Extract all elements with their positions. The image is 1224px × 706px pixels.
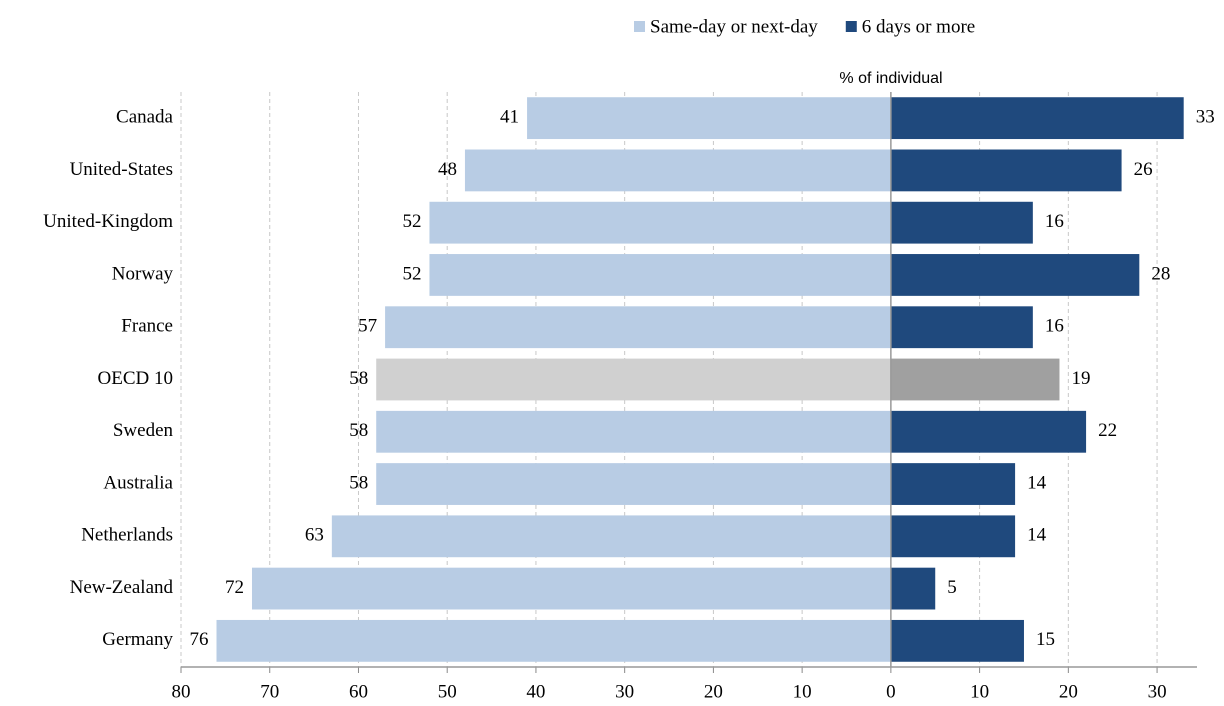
legend-label: 6 days or more xyxy=(862,16,975,37)
category-label: United-States xyxy=(70,159,173,180)
bar xyxy=(251,567,891,610)
value-label: 48 xyxy=(438,159,457,180)
value-label: 52 xyxy=(402,263,421,284)
bar xyxy=(331,515,891,558)
bar xyxy=(376,463,891,505)
bar xyxy=(527,97,891,140)
value-label: 58 xyxy=(349,472,368,493)
bar xyxy=(890,254,1140,296)
bar xyxy=(890,201,1033,244)
bar xyxy=(890,149,1122,192)
value-label: 57 xyxy=(358,316,377,337)
value-label: 72 xyxy=(225,577,244,598)
value-label: 41 xyxy=(500,106,519,127)
bar xyxy=(890,567,936,610)
value-label: 16 xyxy=(1045,316,1064,337)
x-tick-label: 70 xyxy=(260,681,279,702)
x-tick-label: 20 xyxy=(704,681,723,702)
axis-label: % of individual xyxy=(839,70,942,87)
bar xyxy=(216,619,891,662)
value-label: 52 xyxy=(402,211,421,232)
value-label: 26 xyxy=(1134,159,1153,180)
value-label: 58 xyxy=(349,420,368,441)
category-label: France xyxy=(121,316,173,337)
category-label: Canada xyxy=(116,106,174,127)
category-label: Norway xyxy=(112,263,174,284)
x-tick-label: 60 xyxy=(349,681,368,702)
legend-swatch xyxy=(634,21,645,32)
bar xyxy=(464,149,891,192)
x-tick-label: 10 xyxy=(793,681,812,702)
category-label: OECD 10 xyxy=(98,368,173,389)
value-label: 5 xyxy=(947,577,957,598)
bar xyxy=(376,410,891,453)
bar xyxy=(890,619,1024,662)
bar xyxy=(890,97,1184,140)
x-tick-label: 30 xyxy=(1148,681,1167,702)
category-label: New-Zealand xyxy=(70,577,174,598)
category-label: Netherlands xyxy=(81,525,173,546)
x-tick-label: 40 xyxy=(526,681,545,702)
category-label: Sweden xyxy=(113,420,174,441)
x-tick-label: 0 xyxy=(886,681,896,702)
value-label: 16 xyxy=(1045,211,1064,232)
bar xyxy=(890,463,1016,505)
bar xyxy=(429,254,891,296)
value-label: 28 xyxy=(1151,263,1170,284)
value-label: 19 xyxy=(1071,368,1090,389)
category-label: United-Kingdom xyxy=(43,211,173,232)
x-tick-label: 50 xyxy=(438,681,457,702)
value-label: 63 xyxy=(305,525,324,546)
category-label: Australia xyxy=(103,472,173,493)
value-label: 15 xyxy=(1036,629,1055,650)
value-label: 33 xyxy=(1196,106,1215,127)
x-tick-label: 10 xyxy=(970,681,989,702)
value-label: 22 xyxy=(1098,420,1117,441)
value-label: 14 xyxy=(1027,525,1047,546)
bar xyxy=(890,358,1060,401)
value-label: 14 xyxy=(1027,472,1047,493)
category-label: Germany xyxy=(102,629,173,650)
bar xyxy=(429,201,891,244)
value-label: 76 xyxy=(189,629,208,650)
legend-label: Same-day or next-day xyxy=(650,16,818,37)
bar xyxy=(385,306,891,349)
x-tick-label: 20 xyxy=(1059,681,1078,702)
legend-swatch xyxy=(845,21,857,32)
bar xyxy=(890,515,1016,558)
x-tick-label: 30 xyxy=(615,681,634,702)
x-tick-label: 80 xyxy=(172,681,191,702)
bar xyxy=(890,410,1087,453)
bar xyxy=(376,358,891,401)
value-label: 58 xyxy=(349,368,368,389)
bar xyxy=(890,306,1033,349)
